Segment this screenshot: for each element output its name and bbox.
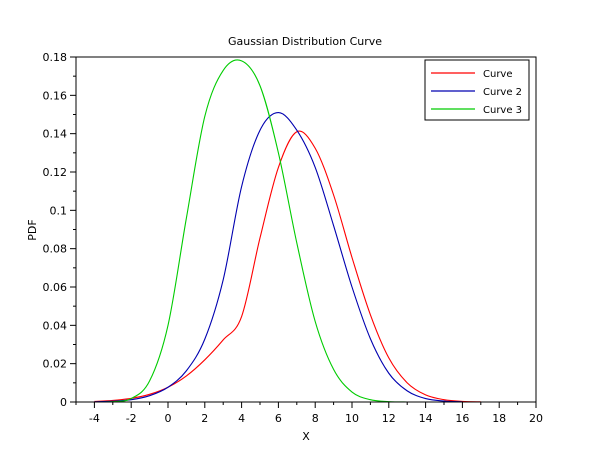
legend: Curve Curve 2 Curve 3 xyxy=(424,59,530,121)
series-line-2 xyxy=(94,112,463,403)
x-tick-label: 16 xyxy=(455,412,469,425)
x-tick-label: 2 xyxy=(201,412,208,425)
plot-area xyxy=(94,59,481,403)
y-axis-label: PDF xyxy=(26,219,39,240)
x-tick-label: 18 xyxy=(492,412,506,425)
legend-item-label: Curve xyxy=(483,69,513,80)
x-tick-label: 4 xyxy=(238,412,245,425)
x-tick-label: 6 xyxy=(275,412,282,425)
x-tick-label: 0 xyxy=(165,412,172,425)
legend-item-label: Curve 3 xyxy=(483,105,522,116)
y-tick-label: 0.14 xyxy=(43,128,68,141)
x-tick-label: 8 xyxy=(312,412,319,425)
legend-box xyxy=(424,59,530,121)
x-tick-label: 10 xyxy=(345,412,359,425)
y-tick-label: 0.12 xyxy=(43,166,68,179)
y-tick-label: 0.02 xyxy=(43,358,68,371)
x-axis-label: X xyxy=(302,430,310,443)
y-tick-label: 0.06 xyxy=(43,281,68,294)
series-line-3 xyxy=(94,59,408,403)
chart-title: Gaussian Distribution Curve xyxy=(228,35,382,48)
y-tick-label: 0 xyxy=(60,396,67,409)
series-line-1 xyxy=(94,130,481,403)
x-tick-label: -2 xyxy=(126,412,137,425)
x-tick-label: 14 xyxy=(419,412,433,425)
y-tick-label: 0.1 xyxy=(50,204,68,217)
y-tick-label: 0.18 xyxy=(43,51,68,64)
x-tick-label: 20 xyxy=(529,412,543,425)
axes: -4 -2 0 2 4 6 8 10 12 14 16 18 20 0 0.02 0.04 0.06 0.08 0.… xyxy=(43,51,544,425)
y-tick-label: 0.08 xyxy=(43,243,68,256)
legend-item-label: Curve 2 xyxy=(483,87,522,98)
y-tick-label: 0.04 xyxy=(43,319,68,332)
x-tick-label: 12 xyxy=(382,412,396,425)
y-tick-label: 0.16 xyxy=(43,89,68,102)
x-tick-label: -4 xyxy=(89,412,100,425)
